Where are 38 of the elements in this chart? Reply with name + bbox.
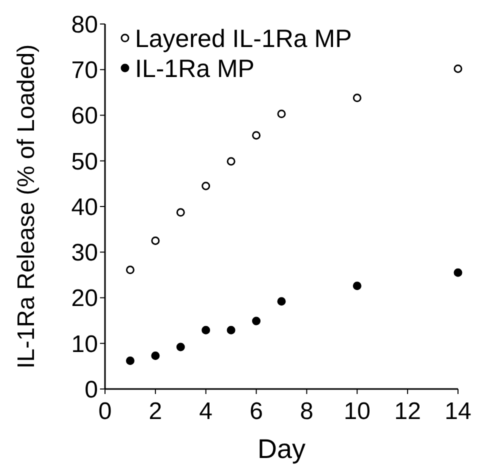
y-tick-label: 80 [71, 11, 98, 38]
y-axis-title: IL-1Ra Release (% of Loaded) [13, 44, 40, 369]
y-tick-label: 30 [71, 240, 98, 267]
y-tick-label: 0 [84, 376, 98, 404]
y-tick-label: 40 [71, 194, 98, 221]
x-tick-label: 8 [300, 398, 314, 425]
point [454, 268, 462, 277]
y-tick-label: 10 [71, 330, 98, 358]
point [202, 182, 210, 190]
y-tick-label: 20 [71, 285, 98, 312]
point [126, 266, 134, 274]
point [352, 94, 362, 102]
point [176, 342, 185, 352]
point [176, 208, 185, 217]
point [252, 131, 261, 140]
point [226, 157, 236, 166]
x-tick-label: 4 [199, 398, 213, 425]
x-tick-label: 6 [250, 398, 263, 425]
x-tick-label: 10 [344, 398, 370, 425]
x-tick-label: 12 [394, 398, 421, 425]
x-tick-label: 2 [148, 398, 162, 425]
point [126, 356, 134, 365]
point [454, 64, 462, 73]
y-tick-label: 60 [71, 102, 98, 130]
point [151, 236, 160, 245]
point [352, 282, 362, 290]
y-tick-label: 50 [71, 148, 98, 176]
x-axis-title: Day [257, 434, 306, 464]
point [151, 351, 160, 360]
point [252, 316, 261, 326]
y-tick-label: 70 [71, 57, 98, 84]
point [277, 297, 286, 306]
point [226, 326, 236, 334]
x-tick-label: 14 [444, 398, 472, 425]
legend-label: Layered IL-1Ra MP [135, 24, 352, 53]
point [277, 110, 286, 118]
legend-label: IL-1Ra MP [135, 54, 254, 83]
point [202, 326, 210, 334]
